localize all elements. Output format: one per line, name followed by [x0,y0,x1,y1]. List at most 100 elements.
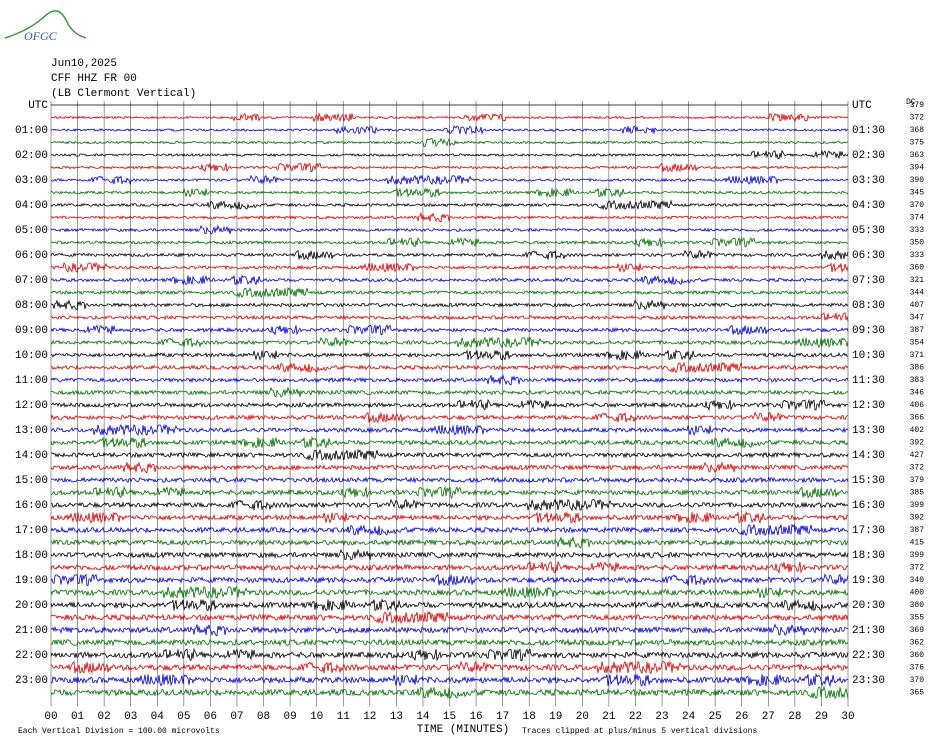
x-tick-label: 25 [709,711,722,723]
trace [50,510,849,525]
x-tick-label: 01 [71,711,85,723]
dc-value: 372 [910,114,925,123]
trace [50,274,849,286]
x-tick-label: 05 [177,711,190,723]
dc-value: 400 [910,589,925,598]
left-time-label: 01:00 [15,125,48,137]
right-time-label: 02:30 [852,150,885,162]
trace [50,476,849,484]
dc-value: 346 [910,389,925,398]
trace [50,249,849,261]
x-tick-label: 23 [655,711,668,723]
trace [50,224,849,235]
dc-value: 386 [910,364,925,373]
left-time-label: 06:00 [15,250,48,262]
dc-value: 383 [910,376,925,385]
right-time-label: 07:30 [852,275,885,287]
trace [50,638,849,647]
x-tick-label: 11 [337,711,351,723]
x-tick-label: 06 [204,711,217,723]
x-tick-label: 29 [815,711,828,723]
trace [50,623,849,637]
right-time-label: 15:30 [852,475,885,487]
left-time-label: 22:00 [15,650,48,662]
x-tick-label: 18 [523,711,536,723]
dc-value: 371 [910,351,925,360]
x-tick-label: 13 [390,711,403,723]
left-time-label: 13:00 [15,425,48,437]
x-tick-label: 08 [257,711,270,723]
dc-value: 402 [910,426,925,435]
dc-label: DC [906,98,916,107]
x-tick-label: 07 [230,711,243,723]
dc-value: 321 [910,276,925,285]
trace [50,560,849,575]
dc-value: 368 [910,126,925,135]
right-time-label: 16:30 [852,500,885,512]
clipping-note: Traces clipped at plus/minus 5 vertical … [522,727,757,736]
dc-value: 369 [910,626,925,635]
trace [50,199,849,211]
dc-value: 347 [910,314,925,323]
right-time-label: 14:30 [852,450,885,462]
trace [50,386,849,398]
right-time-label: 09:30 [852,325,885,337]
dc-value: 345 [910,189,925,198]
trace [50,162,849,173]
dc-value: 370 [910,201,925,210]
logo-curve [4,10,87,39]
left-time-label: 18:00 [15,550,48,562]
trace [50,261,849,274]
x-tick-label: 00 [44,711,57,723]
x-tick-label: 22 [629,711,642,723]
x-tick-label: 30 [841,711,854,723]
right-time-label: 20:30 [852,600,885,612]
left-time-label: 15:00 [15,475,48,487]
dc-value: 387 [910,526,925,535]
trace [50,610,849,625]
x-tick-label: 26 [735,711,748,723]
trace [50,647,849,662]
left-time-label: 08:00 [15,300,48,312]
x-tick-label: 02 [98,711,111,723]
dc-value: 399 [910,501,925,510]
right-time-label: 13:30 [852,425,885,437]
x-tick-label: 15 [443,711,456,723]
trace [50,585,849,599]
dc-value: 415 [910,539,925,548]
right-time-label: 21:30 [852,625,885,637]
x-tick-label: 04 [151,711,165,723]
left-time-label: 05:00 [15,225,48,237]
dc-value: 366 [910,414,925,423]
trace [50,211,849,223]
trace [50,411,849,424]
dc-value: 354 [910,339,925,348]
left-time-label: 21:00 [15,625,48,637]
trace [51,111,849,123]
trace [50,286,849,299]
trace [50,448,849,461]
right-time-label: 04:30 [852,200,885,212]
trace [50,324,849,336]
trace [50,660,849,675]
trace [50,548,849,561]
trace [50,236,849,248]
x-tick-label: 16 [469,711,482,723]
dc-value: 350 [910,239,925,248]
x-tick-label: 12 [363,711,376,723]
trace [50,535,849,549]
left-time-label: 19:00 [15,575,48,587]
trace [50,523,849,537]
trace [50,299,849,311]
logo: OFGC [24,29,58,43]
dc-value: 372 [910,564,925,573]
trace [50,485,849,499]
left-time-label: 16:00 [15,500,48,512]
dc-value: 333 [910,226,925,235]
x-tick-label: 28 [788,711,801,723]
trace [50,597,849,612]
left-time-label: 03:00 [15,175,48,187]
left-time-label: UTC [28,100,48,112]
right-time-label: 12:30 [852,400,885,412]
